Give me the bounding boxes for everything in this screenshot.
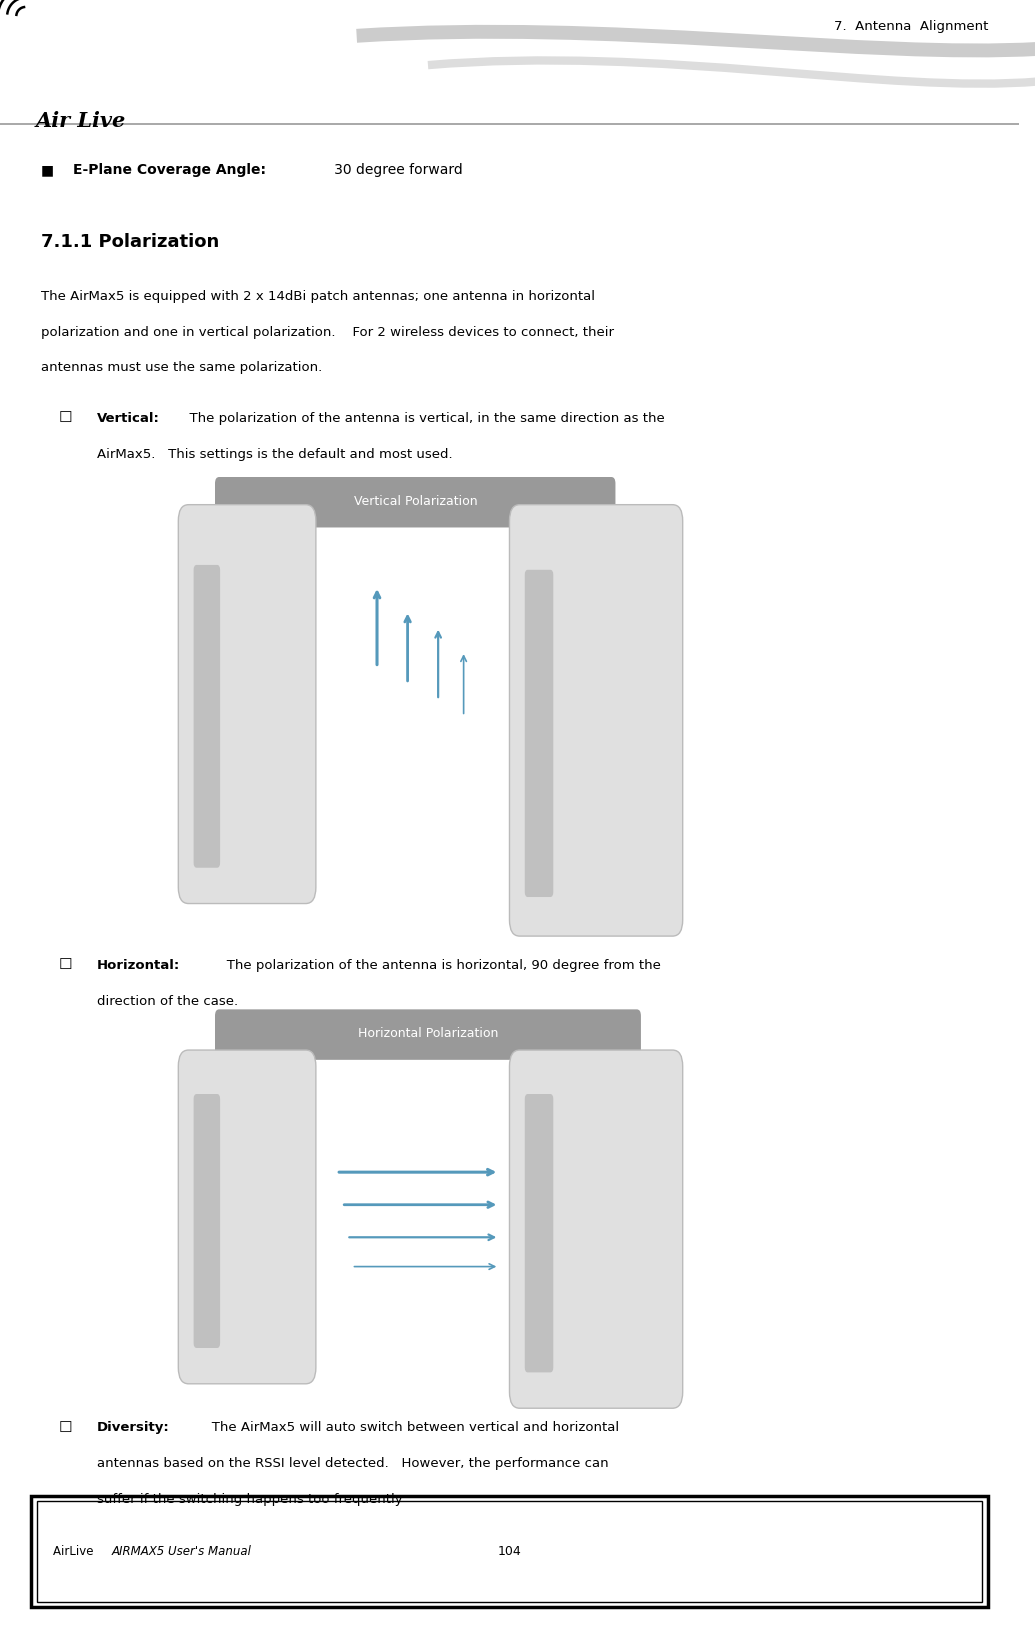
- Text: ☐: ☐: [59, 957, 72, 972]
- FancyBboxPatch shape: [525, 1094, 554, 1372]
- Text: ☐: ☐: [59, 410, 72, 425]
- Text: The AirMax5 will auto switch between vertical and horizontal: The AirMax5 will auto switch between ver…: [199, 1421, 619, 1434]
- Text: AirLive: AirLive: [53, 1545, 97, 1558]
- Text: The polarization of the antenna is vertical, in the same direction as the: The polarization of the antenna is verti…: [181, 412, 666, 425]
- FancyBboxPatch shape: [178, 1050, 316, 1384]
- Text: 7.1.1 Polarization: 7.1.1 Polarization: [40, 233, 219, 251]
- Text: antennas must use the same polarization.: antennas must use the same polarization.: [40, 361, 322, 374]
- Text: 30 degree forward: 30 degree forward: [321, 163, 463, 177]
- Text: antennas based on the RSSI level detected.   However, the performance can: antennas based on the RSSI level detecte…: [97, 1457, 609, 1470]
- Text: Vertical:: Vertical:: [97, 412, 159, 425]
- Text: 7.  Antenna  Alignment: 7. Antenna Alignment: [834, 20, 988, 33]
- Text: Vertical Polarization: Vertical Polarization: [354, 495, 477, 508]
- Text: Air Live: Air Live: [35, 111, 126, 130]
- FancyBboxPatch shape: [215, 1009, 641, 1060]
- FancyBboxPatch shape: [178, 505, 316, 904]
- FancyBboxPatch shape: [509, 505, 683, 936]
- Text: polarization and one in vertical polarization.    For 2 wireless devices to conn: polarization and one in vertical polariz…: [40, 326, 614, 339]
- Text: suffer if the switching happens too frequently: suffer if the switching happens too freq…: [97, 1493, 403, 1506]
- FancyBboxPatch shape: [525, 570, 554, 897]
- Text: AIRMAX5 User's Manual: AIRMAX5 User's Manual: [112, 1545, 252, 1558]
- Text: Diversity:: Diversity:: [97, 1421, 170, 1434]
- Bar: [31, 1496, 988, 1607]
- Text: E-Plane Coverage Angle:: E-Plane Coverage Angle:: [73, 163, 266, 177]
- Text: 104: 104: [498, 1545, 522, 1558]
- Text: Horizontal:: Horizontal:: [97, 959, 180, 972]
- FancyBboxPatch shape: [215, 477, 616, 527]
- Text: The AirMax5 is equipped with 2 x 14dBi patch antennas; one antenna in horizontal: The AirMax5 is equipped with 2 x 14dBi p…: [40, 290, 595, 303]
- Bar: [36, 1501, 982, 1602]
- FancyBboxPatch shape: [194, 565, 220, 868]
- Text: AirMax5.   This settings is the default and most used.: AirMax5. This settings is the default an…: [97, 448, 452, 461]
- FancyBboxPatch shape: [194, 1094, 220, 1348]
- Text: ■: ■: [40, 163, 54, 177]
- FancyBboxPatch shape: [509, 1050, 683, 1408]
- Text: Horizontal Polarization: Horizontal Polarization: [358, 1027, 498, 1040]
- Text: The polarization of the antenna is horizontal, 90 degree from the: The polarization of the antenna is horiz…: [214, 959, 661, 972]
- Text: ☐: ☐: [59, 1420, 72, 1434]
- Text: direction of the case.: direction of the case.: [97, 995, 238, 1008]
